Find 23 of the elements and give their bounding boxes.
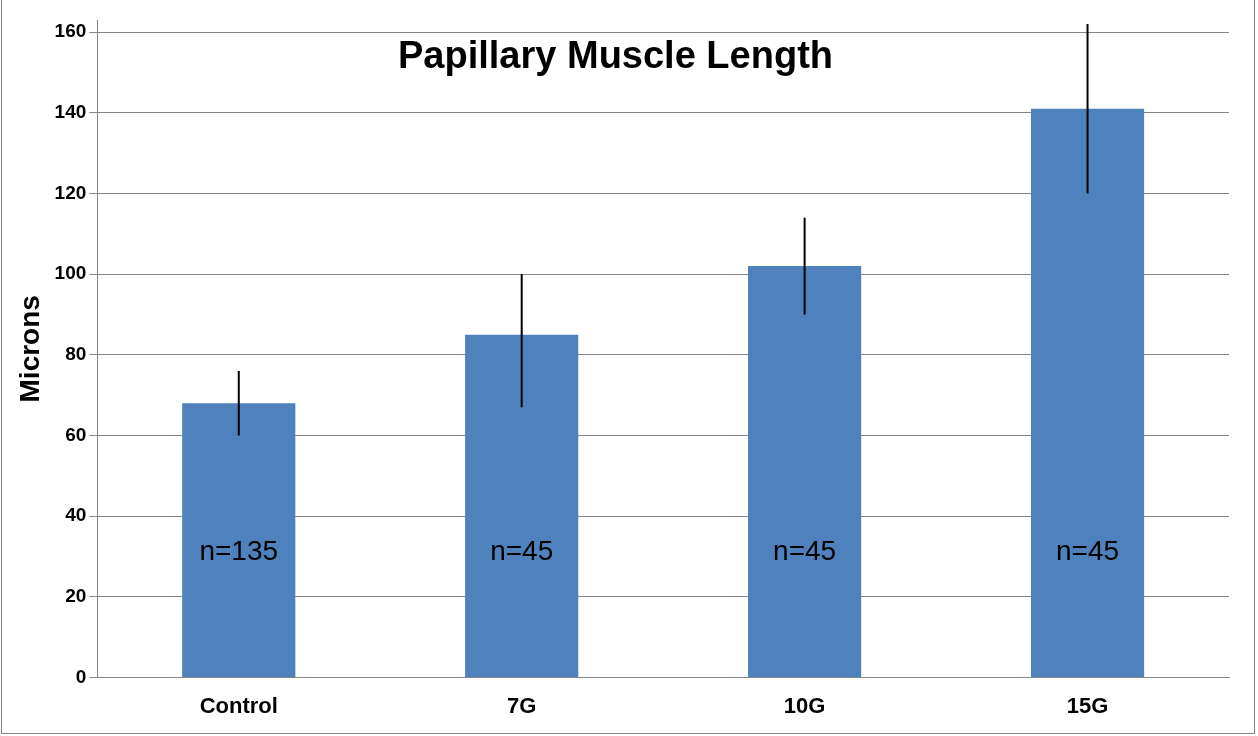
annotation: n=135 [199, 535, 279, 567]
y-tick-label: 160 [54, 20, 87, 42]
y-tick-label: 120 [54, 181, 87, 203]
y-tick-label: 80 [65, 343, 87, 365]
y-tick-label: 20 [65, 585, 87, 607]
x-tick-label: 10G [783, 692, 826, 718]
x-tick-label: 15G [1066, 692, 1109, 718]
bar [182, 403, 296, 678]
x-tick-label: 7G [507, 692, 537, 718]
bar [1030, 108, 1145, 678]
annotation: n=45 [1056, 535, 1120, 567]
bar [748, 266, 862, 678]
bar [465, 334, 579, 678]
y-tick-label: 40 [65, 504, 87, 526]
y-tick-label: 0 [75, 665, 87, 687]
chart-title: Papillary Muscle Length [398, 34, 833, 77]
annotation: n=45 [773, 535, 837, 567]
y-axis-title: Microns [13, 295, 45, 403]
y-tick-label: 140 [54, 101, 87, 123]
annotation: n=45 [490, 535, 554, 567]
y-tick-label: 100 [54, 262, 87, 284]
y-tick-label: 60 [65, 423, 87, 445]
x-tick-label: Control [199, 692, 278, 718]
